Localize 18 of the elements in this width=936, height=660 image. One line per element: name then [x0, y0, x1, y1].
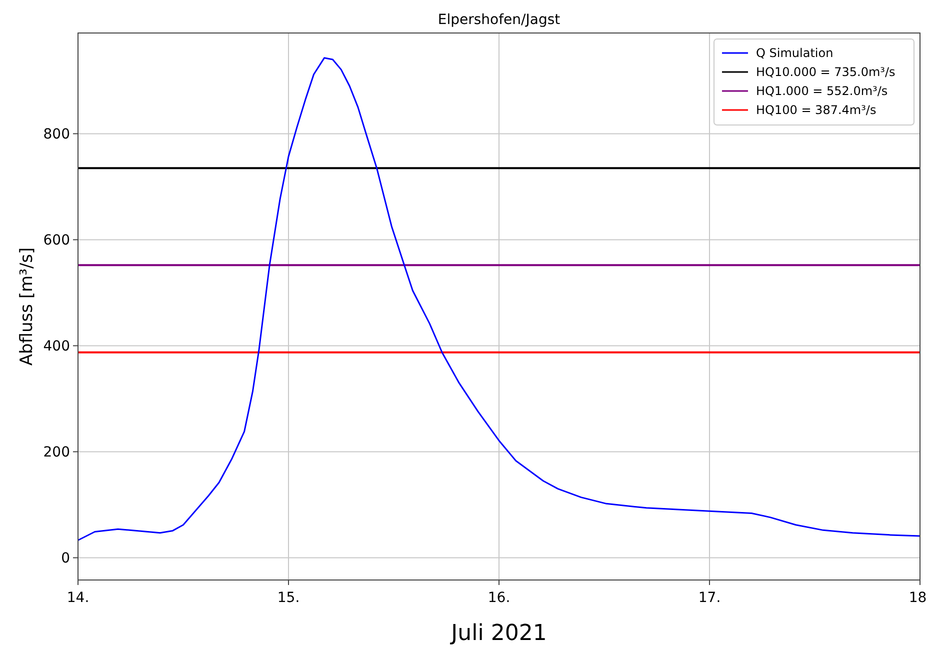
y-tick-label: 800: [43, 126, 70, 143]
legend-label: HQ1.000 = 552.0m³/s: [756, 84, 888, 98]
y-axis-title: Abfluss [m³/s]: [17, 247, 37, 366]
x-tick-label: 18.: [908, 590, 932, 606]
x-tick-label: 15.: [277, 590, 300, 606]
legend-label: Q Simulation: [756, 46, 834, 60]
y-tick-label: 200: [43, 444, 70, 461]
x-tick-label: 17.: [698, 590, 721, 606]
line-series: [77, 57, 921, 541]
x-tick-label: 14.: [66, 590, 90, 606]
x-tick-label: 16.: [488, 590, 510, 606]
y-tick-label: 400: [43, 338, 70, 355]
y-tick-label: 600: [43, 232, 70, 249]
legend-label: HQ10.000 = 735.0m³/s: [756, 65, 896, 80]
chart-title: Elpershofen/Jagst: [438, 12, 561, 28]
x-axis-title: Juli 2021: [449, 621, 547, 646]
y-tick-label: 0: [61, 550, 70, 567]
legend-label: HQ100 = 387.4m³/s: [756, 103, 876, 118]
